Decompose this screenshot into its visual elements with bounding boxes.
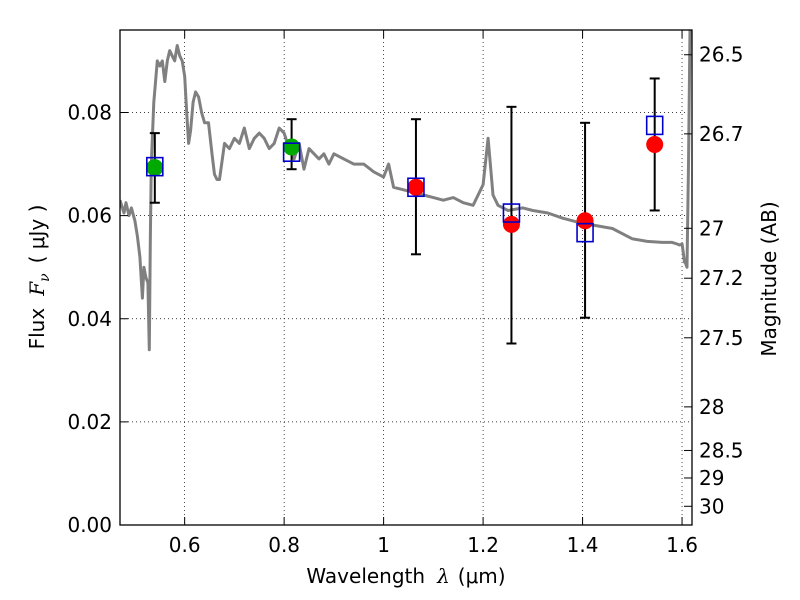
model-band-markers <box>146 115 664 243</box>
x-tick-label: 1.4 <box>567 533 599 557</box>
observed-point-red <box>576 212 594 230</box>
model-spectrum-line <box>120 30 692 352</box>
magnitude-tick-label: 26.5 <box>699 43 744 67</box>
magnitude-tick-label: 29 <box>699 466 724 490</box>
magnitude-tick-label: 28.5 <box>699 438 744 462</box>
y-tick-label: 0.00 <box>67 513 112 537</box>
x-axis-ticks: 0.6 0.8 1 1.2 1.4 1.6 <box>169 30 698 557</box>
x-axis-label: Wavelength λ (μm) <box>306 564 505 588</box>
model-band-square <box>502 203 521 223</box>
observed-point-red <box>502 215 520 233</box>
magnitude-tick-label: 28 <box>699 395 724 419</box>
model-band-square <box>407 177 425 198</box>
observed-point-red <box>646 135 664 153</box>
magnitude-axis-ticks: 26.5 26.7 27 27.2 27.5 28 28.5 29 30 <box>684 43 744 518</box>
model-band-square <box>146 156 164 177</box>
observed-point-green <box>283 138 301 156</box>
magnitude-tick-label: 27.5 <box>699 326 744 350</box>
y-tick-label: 0.06 <box>67 204 112 228</box>
x-tick-label: 1.6 <box>666 533 698 557</box>
observed-point-green <box>146 159 164 177</box>
x-tick-label: 0.8 <box>268 533 300 557</box>
plot-area <box>120 30 692 352</box>
plot-frame <box>119 29 693 526</box>
magnitude-tick-label: 27 <box>699 216 724 240</box>
magnitude-tick-label: 26.7 <box>699 122 744 146</box>
magnitude-tick-label: 30 <box>699 494 724 518</box>
magnitude-tick-label: 27.2 <box>699 266 744 290</box>
model-band-square <box>645 115 664 136</box>
observed-point-red <box>407 178 425 196</box>
y-tick-label: 0.04 <box>67 307 112 331</box>
x-tick-label: 0.6 <box>169 533 201 557</box>
y-tick-label: 0.02 <box>67 410 112 434</box>
model-band-square <box>282 142 301 163</box>
magnitude-axis-label: Magnitude (AB) <box>757 201 781 356</box>
y-axis-ticks: 0.00 0.02 0.04 0.06 0.08 <box>67 101 128 537</box>
model-band-square <box>576 222 594 243</box>
x-tick-label: 1.2 <box>467 533 499 557</box>
y-tick-label: 0.08 <box>67 101 112 125</box>
y-axis-label: FluxFν( μJy ) <box>25 205 53 350</box>
x-tick-label: 1 <box>377 533 390 557</box>
